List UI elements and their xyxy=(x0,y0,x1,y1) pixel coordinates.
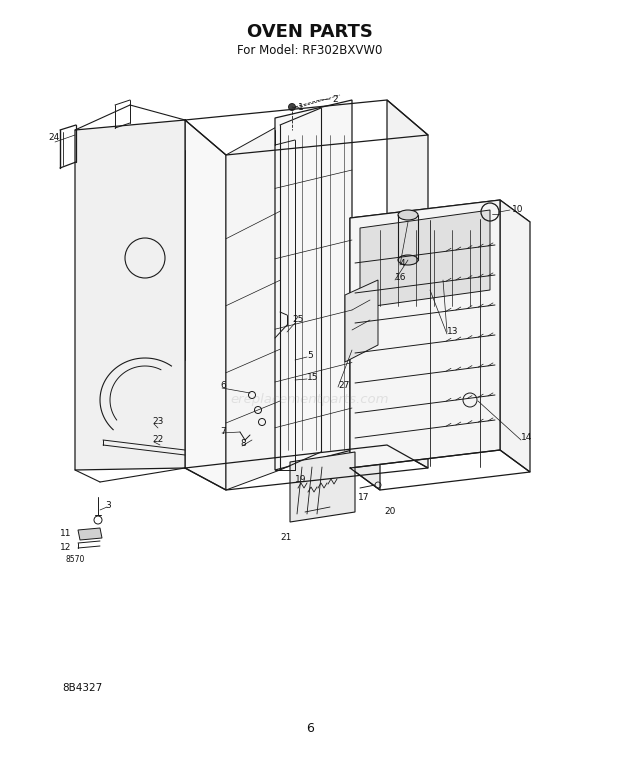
Text: 1: 1 xyxy=(298,103,304,113)
Polygon shape xyxy=(290,452,355,522)
Text: 6: 6 xyxy=(220,380,226,390)
Text: 16: 16 xyxy=(395,273,407,282)
Text: 10: 10 xyxy=(512,205,523,215)
Text: 2: 2 xyxy=(332,94,338,103)
Text: 17: 17 xyxy=(358,492,370,501)
Circle shape xyxy=(288,103,296,110)
Text: 8B4327: 8B4327 xyxy=(62,683,102,693)
Text: 23: 23 xyxy=(152,418,164,426)
Polygon shape xyxy=(185,120,226,490)
Text: 25: 25 xyxy=(292,316,303,324)
Text: 8: 8 xyxy=(240,440,246,448)
Text: 21: 21 xyxy=(280,533,291,543)
Text: 15: 15 xyxy=(307,372,319,381)
Text: 4: 4 xyxy=(400,259,405,268)
Polygon shape xyxy=(360,210,490,308)
Text: ereplacementparts.com: ereplacementparts.com xyxy=(231,393,389,406)
Polygon shape xyxy=(78,528,102,540)
Polygon shape xyxy=(345,280,378,362)
Polygon shape xyxy=(500,200,530,472)
Polygon shape xyxy=(350,200,530,240)
Text: 12: 12 xyxy=(60,543,71,552)
Text: 6: 6 xyxy=(306,721,314,734)
Text: For Model: RF302BXVW0: For Model: RF302BXVW0 xyxy=(237,43,383,56)
Text: 22: 22 xyxy=(152,435,163,444)
Text: 7: 7 xyxy=(220,428,226,437)
Polygon shape xyxy=(226,125,280,490)
Polygon shape xyxy=(275,100,352,470)
Polygon shape xyxy=(350,200,500,468)
Text: 24: 24 xyxy=(48,133,60,142)
Text: 5: 5 xyxy=(307,351,312,359)
Polygon shape xyxy=(387,100,428,468)
Text: 20: 20 xyxy=(384,508,396,517)
Ellipse shape xyxy=(398,210,418,220)
Ellipse shape xyxy=(398,255,418,265)
Text: 8570: 8570 xyxy=(65,556,84,565)
Text: 19: 19 xyxy=(295,476,306,485)
Text: 11: 11 xyxy=(60,528,71,537)
Text: 27: 27 xyxy=(338,380,350,390)
Text: OVEN PARTS: OVEN PARTS xyxy=(247,23,373,41)
Polygon shape xyxy=(75,120,185,470)
Text: 14: 14 xyxy=(521,432,533,441)
Text: 13: 13 xyxy=(447,327,459,336)
Text: 3: 3 xyxy=(105,501,111,510)
Polygon shape xyxy=(350,218,380,490)
